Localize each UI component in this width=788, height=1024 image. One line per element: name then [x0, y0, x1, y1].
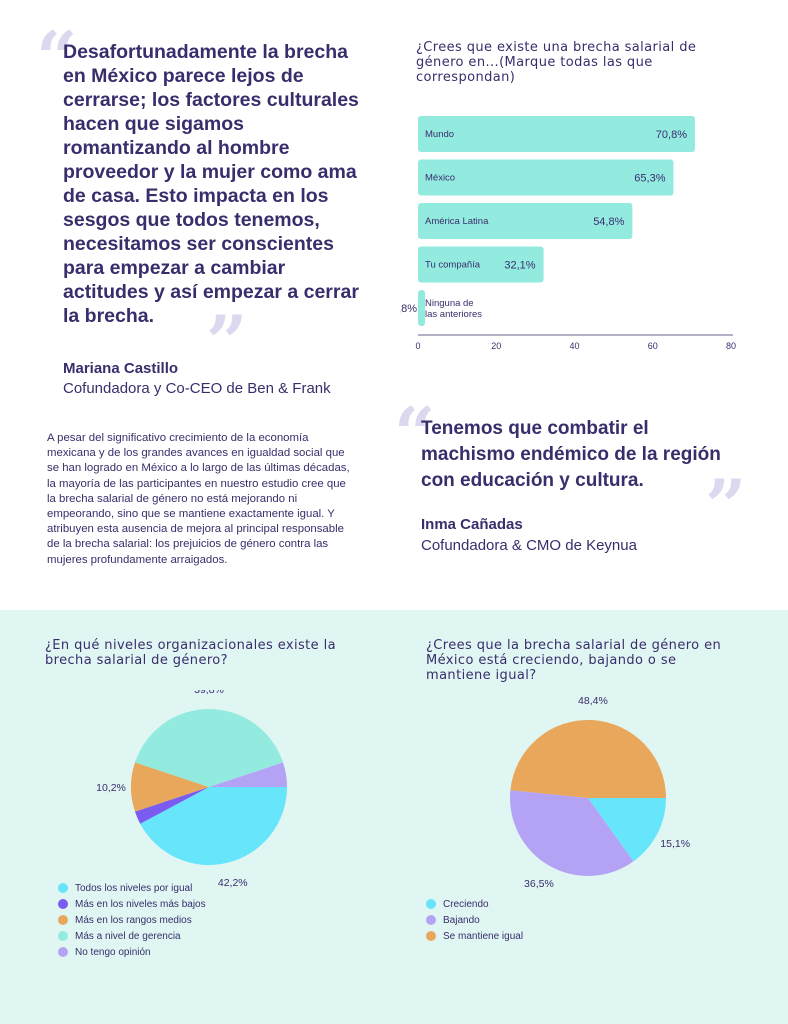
quote-left-text: Desafortunadamente la brecha en México p…: [63, 41, 359, 327]
legend-item: Más en los niveles más bajos: [58, 896, 206, 912]
pie-value-label: 15,1%: [660, 838, 690, 850]
legend-label: Bajando: [443, 914, 480, 926]
pie-value-label: 10,2%: [96, 782, 126, 794]
legend-swatch: [58, 883, 68, 893]
pie-slice: [130, 762, 209, 812]
bar-category-label: México: [425, 173, 455, 184]
pie-slice: [588, 798, 666, 862]
pie-slice: [140, 787, 287, 865]
bar-category-label: Mundo: [425, 129, 454, 140]
quote-right-role: Cofundadora & CMO de Keynua: [421, 537, 637, 554]
pie-value-label: 39,8%: [194, 690, 224, 696]
pie-slice: [509, 790, 634, 877]
legend-label: Se mantiene igual: [443, 930, 524, 942]
bar-category-label: Ninguna de: [425, 298, 474, 309]
pie-chart-trend: 15,1% 36,5% 48,4%: [509, 695, 690, 890]
x-tick-label: 20: [491, 341, 501, 351]
legend-swatch: [58, 899, 68, 909]
pie-slice: [134, 708, 284, 787]
body-paragraph: A pesar del significativo crecimiento de…: [47, 432, 350, 566]
legend-swatch: [426, 931, 436, 941]
quote-right-author: Inma Cañadas: [421, 516, 523, 533]
bar-value-label: 54,8%: [593, 216, 624, 228]
x-tick-label: 60: [648, 341, 658, 351]
bar-category-label: Tu compañía: [425, 260, 481, 271]
bar-value-label: 1,8%: [400, 303, 417, 315]
pie-slice: [134, 787, 209, 824]
pie-slice: [209, 762, 287, 787]
pie-chart-levels: 42,2% 10,2% 39,8%: [96, 690, 287, 889]
legend-label: Todos los niveles por igual: [75, 882, 193, 894]
pie-value-label: 48,4%: [578, 695, 608, 707]
legend-item: Se mantiene igual: [426, 928, 523, 944]
bar-chart-title: ¿Crees que existe una brecha salarial de…: [416, 40, 697, 85]
bar: [418, 246, 544, 283]
bar: [418, 159, 674, 196]
pie-value-label: 42,2%: [218, 877, 248, 889]
bar-category-label: las anteriores: [425, 309, 482, 320]
legend-item: Más en los rangos medios: [58, 912, 206, 928]
bar-category-label: América Latina: [425, 216, 489, 227]
legend-swatch: [58, 915, 68, 925]
open-quote-icon: “: [36, 15, 78, 100]
legend-label: Más en los niveles más bajos: [75, 898, 206, 910]
legend-swatch: [58, 947, 68, 957]
legend-item: Bajando: [426, 912, 523, 928]
legend-swatch: [426, 915, 436, 925]
pie-slice: [510, 719, 666, 798]
x-tick-label: 80: [726, 341, 736, 351]
bar: [418, 290, 426, 326]
quote-right-text: Tenemos que combatir el machismo endémic…: [421, 418, 721, 491]
legend-item: Todos los niveles por igual: [58, 880, 206, 896]
x-tick-label: 40: [569, 341, 579, 351]
pie1-title: ¿En qué niveles organizacionales existe …: [45, 638, 336, 668]
legend-swatch: [58, 931, 68, 941]
bar-value-label: 65,3%: [634, 173, 665, 185]
legend-label: Creciendo: [443, 898, 489, 910]
pie2-title: ¿Crees que la brecha salarial de género …: [426, 638, 722, 683]
legend-swatch: [426, 899, 436, 909]
close-quote-icon: ”: [705, 463, 747, 548]
bar-value-label: 70,8%: [656, 129, 687, 141]
pie-value-label: 36,5%: [524, 878, 554, 890]
x-tick-label: 0: [415, 341, 420, 351]
bar-value-label: 32,1%: [504, 260, 535, 272]
legend-label: Más a nivel de gerencia: [75, 930, 181, 942]
open-quote-icon: “: [394, 391, 436, 476]
legend-label: Más en los rangos medios: [75, 914, 192, 926]
bar-chart: Mundo 70,8% México 65,3% América Latina 54,8%…: [400, 116, 736, 351]
legend-item: Más a nivel de gerencia: [58, 928, 206, 944]
pie2-legend: Creciendo Bajando Se mantiene igual: [426, 896, 523, 944]
legend-item: No tengo opinión: [58, 944, 206, 960]
quote-left-author: Mariana Castillo: [63, 360, 179, 377]
legend-item: Creciendo: [426, 896, 523, 912]
close-quote-icon: ”: [206, 299, 248, 384]
bar: [418, 116, 696, 152]
legend-label: No tengo opinión: [75, 946, 151, 958]
pie1-legend: Todos los niveles por igual Más en los ni…: [58, 880, 206, 960]
quote-left-role: Cofundadora y Co-CEO de Ben & Frank: [63, 380, 331, 397]
bar: [418, 203, 633, 239]
